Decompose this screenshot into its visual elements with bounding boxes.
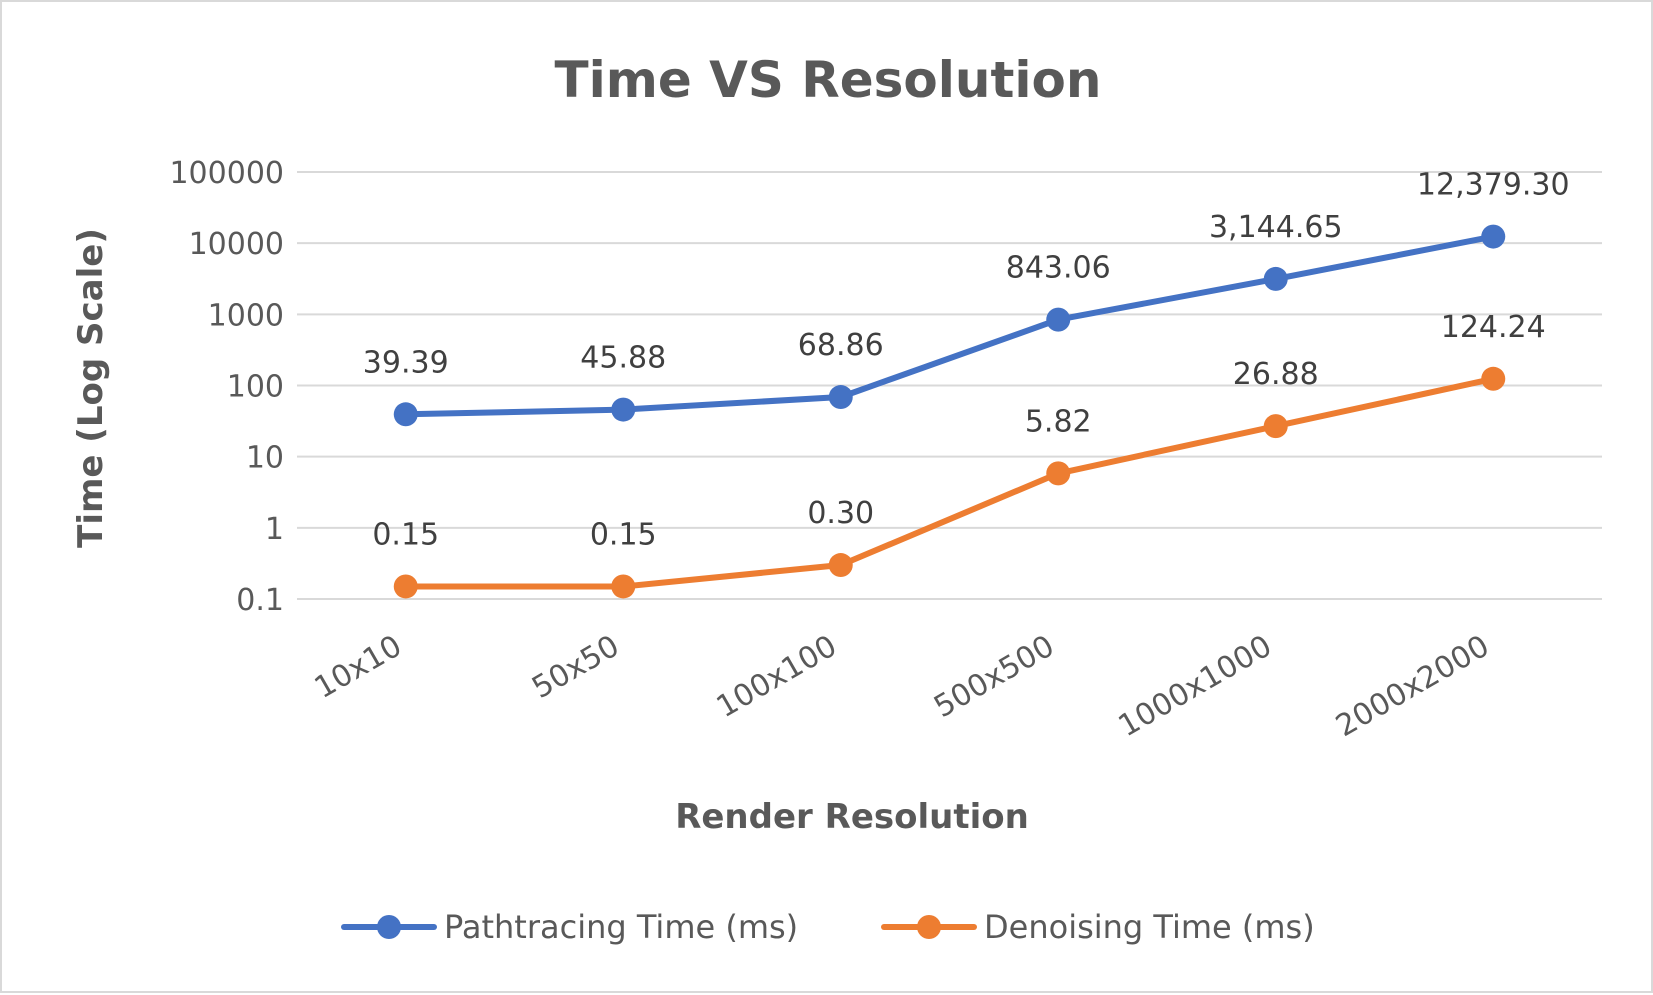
y-tick-label: 10 bbox=[246, 441, 284, 476]
data-point bbox=[1046, 461, 1071, 486]
data-label: 45.88 bbox=[580, 341, 666, 376]
data-point bbox=[1046, 307, 1071, 332]
data-point bbox=[393, 402, 418, 427]
data-label: 5.82 bbox=[1025, 404, 1092, 439]
x-tick-label: 1000x1000 bbox=[1113, 629, 1278, 745]
x-tick-label: 2000x2000 bbox=[1330, 629, 1495, 745]
chart-title: Time VS Resolution bbox=[554, 51, 1101, 109]
series-line bbox=[402, 375, 1497, 590]
data-point bbox=[393, 574, 418, 599]
data-point bbox=[1481, 366, 1506, 391]
data-point bbox=[828, 553, 853, 578]
y-tick-label: 100000 bbox=[169, 156, 284, 191]
series-denoising: 0.15 0.15 0.30 5.82 26.88 124.24 bbox=[372, 310, 1546, 599]
legend-item: Pathtracing Time (ms) bbox=[341, 908, 798, 946]
legend: Pathtracing Time (ms) Denoising Time (ms) bbox=[341, 908, 1315, 946]
x-tick-label: 50x50 bbox=[526, 629, 625, 706]
legend-marker bbox=[377, 915, 401, 939]
data-point bbox=[828, 385, 853, 410]
x-axis-title: Render Resolution bbox=[675, 797, 1029, 837]
data-label: 0.15 bbox=[372, 517, 439, 552]
y-axis-ticks: 0.1 1 10 100 1000 10000 100000 bbox=[169, 156, 284, 618]
data-label: 3,144.65 bbox=[1209, 210, 1343, 245]
data-label: 26.88 bbox=[1233, 357, 1319, 392]
y-tick-label: 100 bbox=[227, 370, 284, 405]
legend-marker bbox=[917, 915, 941, 939]
y-tick-label: 1 bbox=[265, 512, 284, 547]
series-pathtracing: 39.39 45.88 68.86 843.06 3,144.65 12,379.30 bbox=[363, 168, 1570, 427]
legend-item: Denoising Time (ms) bbox=[881, 908, 1315, 946]
y-tick-label: 0.1 bbox=[236, 583, 284, 618]
x-tick-label: 500x500 bbox=[928, 629, 1060, 725]
data-point bbox=[1263, 266, 1288, 291]
data-label: 12,379.30 bbox=[1417, 168, 1570, 203]
x-tick-label: 10x10 bbox=[309, 629, 408, 706]
data-label: 68.86 bbox=[798, 328, 884, 363]
y-tick-label: 10000 bbox=[189, 227, 284, 262]
data-label: 124.24 bbox=[1441, 310, 1546, 345]
data-label: 0.30 bbox=[807, 496, 874, 531]
plot-series: 39.39 45.88 68.86 843.06 3,144.65 12,379.30 0.… bbox=[363, 168, 1570, 599]
y-axis-title: Time (Log Scale) bbox=[71, 228, 111, 548]
data-point bbox=[1481, 224, 1506, 249]
data-label: 39.39 bbox=[363, 345, 449, 380]
data-point bbox=[611, 397, 636, 422]
legend-label: Denoising Time (ms) bbox=[984, 908, 1315, 946]
data-label: 0.15 bbox=[590, 517, 657, 552]
data-label: 843.06 bbox=[1006, 251, 1111, 286]
legend-label: Pathtracing Time (ms) bbox=[444, 908, 798, 946]
y-tick-label: 1000 bbox=[208, 298, 284, 333]
data-point bbox=[1263, 414, 1288, 439]
data-point bbox=[611, 574, 636, 599]
x-axis-ticks: 10x10 50x50 100x100 500x500 1000x1000 2000x20… bbox=[309, 629, 1496, 745]
gridlines bbox=[297, 171, 1602, 600]
series-line bbox=[402, 233, 1497, 418]
x-tick-label: 100x100 bbox=[711, 629, 843, 725]
